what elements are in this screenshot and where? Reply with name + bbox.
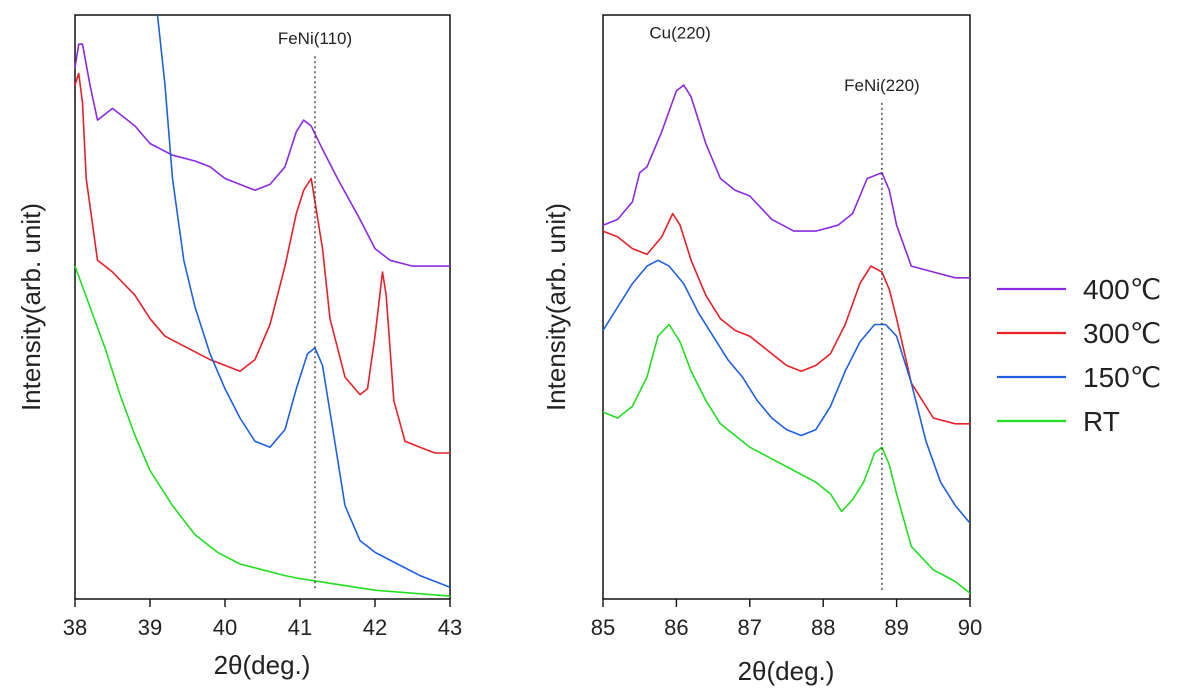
- right-x-tick-label: 88: [811, 615, 835, 640]
- right-x-tick-label: 86: [664, 615, 688, 640]
- right-x-tick-label: 87: [738, 615, 762, 640]
- right-series-line-300: [602, 212, 970, 425]
- left-x-tick-label: 38: [63, 615, 87, 640]
- left-chart-panel: 38 39 40 41 42 43 FeNi(110) 2θ(deg.) Intensit…: [16, 14, 462, 680]
- left-x-tick-label: 41: [288, 615, 312, 640]
- left-annotations: FeNi(110): [278, 29, 352, 48]
- left-series-line-RT: [74, 265, 451, 597]
- right-series-line-400: [602, 84, 970, 279]
- left-x-tick-label: 42: [363, 615, 387, 640]
- right-y-axis-title: Intensity(arb. unit): [541, 203, 571, 411]
- left-x-tick-label: 43: [438, 615, 462, 640]
- left-series-line-400: [74, 43, 450, 267]
- right-x-tick-label: 90: [958, 615, 982, 640]
- right-series-line-150: [602, 259, 971, 524]
- left-x-ticks: [74, 599, 451, 607]
- left-series-group: [74, 14, 451, 597]
- right-x-tick-label: 89: [884, 615, 908, 640]
- legend: 400℃ 300℃ 150℃ RT: [997, 274, 1161, 437]
- left-y-axis-title: Intensity(arb. unit): [16, 203, 46, 411]
- legend-label: 150℃: [1083, 362, 1161, 393]
- right-series-group: [602, 84, 971, 594]
- left-x-tick-label: 40: [213, 615, 237, 640]
- right-chart-panel: 85 86 87 88 89 90 Cu(220) FeNi(220) 2θ(deg.) I…: [541, 14, 982, 686]
- right-annotations: Cu(220) FeNi(220): [649, 23, 919, 95]
- left-series-line-150: [156, 14, 451, 589]
- right-plot-frame: [602, 14, 971, 600]
- right-peak-label: Cu(220): [649, 23, 710, 42]
- left-x-tick-label: 39: [138, 615, 162, 640]
- right-x-tick-label: 85: [591, 615, 615, 640]
- legend-label: RT: [1083, 406, 1120, 437]
- legend-label: 300℃: [1083, 318, 1161, 349]
- left-plot-frame: [74, 14, 451, 600]
- right-x-tick-labels: 85 86 87 88 89 90: [591, 615, 982, 640]
- left-x-tick-labels: 38 39 40 41 42 43: [63, 615, 462, 640]
- left-x-axis-title: 2θ(deg.): [214, 650, 311, 680]
- right-x-axis-title: 2θ(deg.): [738, 656, 835, 686]
- right-x-ticks: [602, 599, 971, 607]
- right-series-line-RT: [602, 323, 971, 594]
- left-peak-label: FeNi(110): [278, 29, 352, 48]
- legend-label: 400℃: [1083, 274, 1161, 305]
- right-peak-label: FeNi(220): [844, 76, 920, 95]
- left-series-line-300: [74, 72, 450, 454]
